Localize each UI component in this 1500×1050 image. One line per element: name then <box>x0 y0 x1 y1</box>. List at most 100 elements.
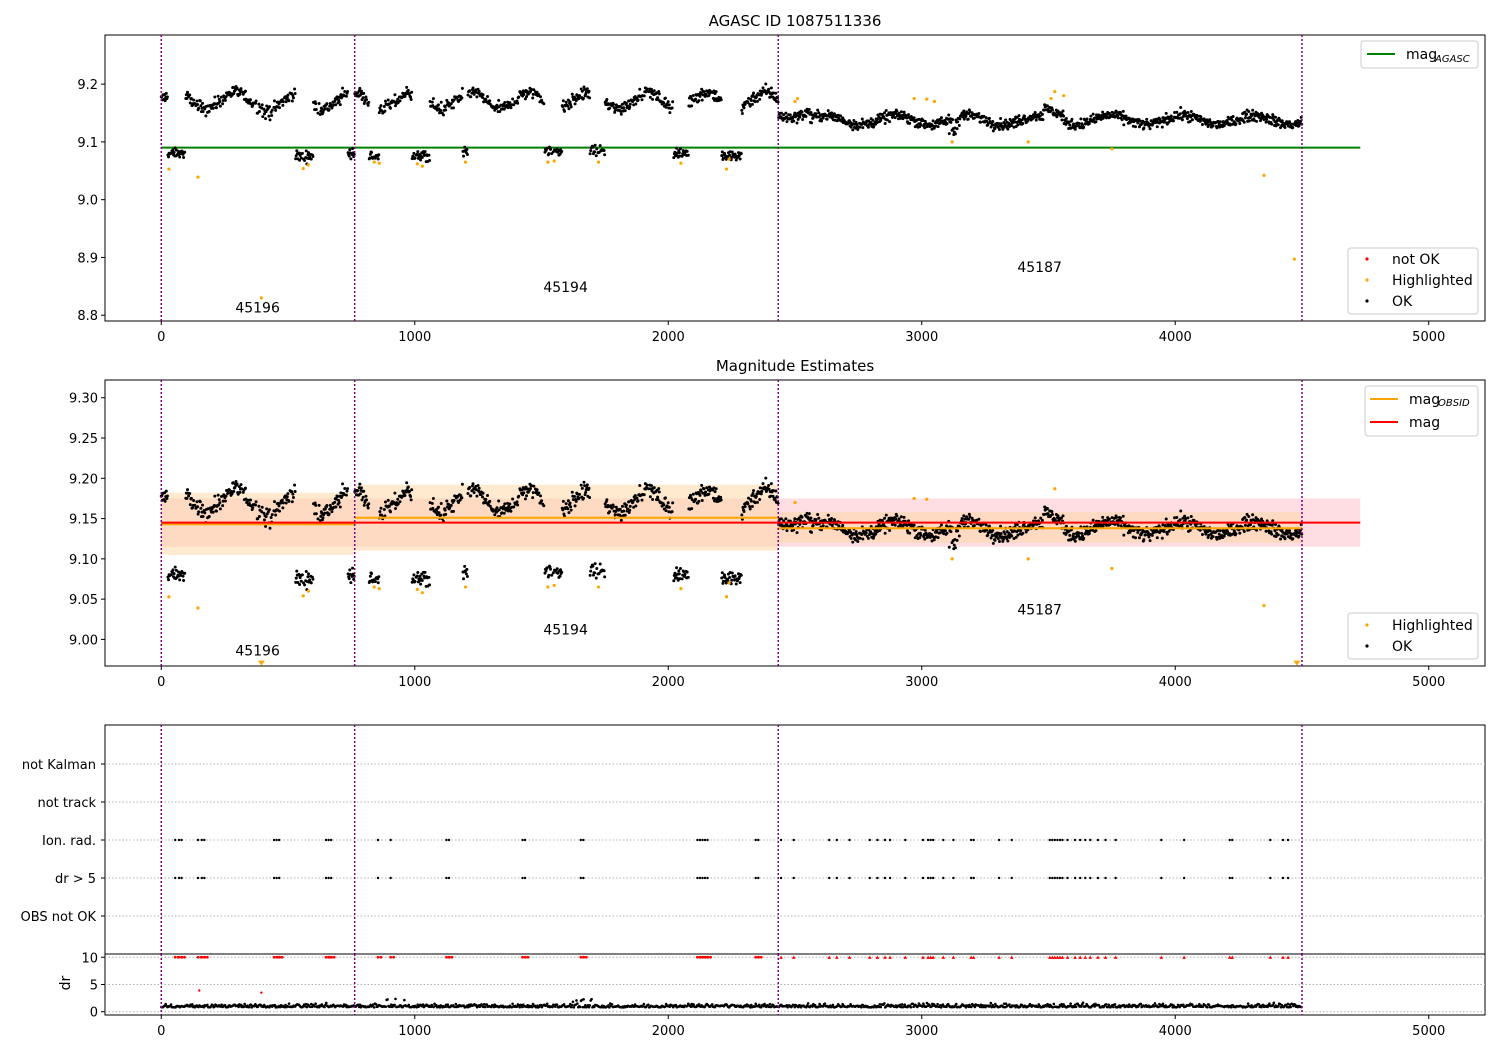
ok-point <box>189 496 193 500</box>
ok-point <box>1107 111 1111 115</box>
ok-point <box>861 126 865 130</box>
highlighted-point <box>552 583 556 588</box>
ok-point <box>512 505 516 509</box>
flag-point <box>447 876 451 880</box>
ok-point <box>742 106 746 110</box>
ok-point <box>201 503 205 507</box>
obsid-label: 45187 <box>1017 260 1062 276</box>
category-label: OBS not OK <box>21 910 97 925</box>
highlighted-point <box>912 496 916 501</box>
ok-point <box>1242 530 1246 534</box>
ok-point <box>362 91 366 95</box>
ok-point <box>923 126 927 130</box>
ok-point <box>173 146 177 150</box>
ok-point <box>1121 114 1125 118</box>
ok-point <box>949 530 953 534</box>
ok-point <box>704 490 708 494</box>
ok-point <box>649 87 653 91</box>
ok-point <box>323 107 327 111</box>
ok-point <box>516 503 520 507</box>
ok-point <box>340 494 344 498</box>
dr-point <box>647 1003 650 1007</box>
flag-point <box>931 838 935 842</box>
ok-point <box>325 504 329 508</box>
ok-point <box>260 103 264 107</box>
ok-point <box>231 85 235 89</box>
ok-point <box>1198 119 1202 123</box>
ok-point <box>1034 118 1038 122</box>
ok-point <box>657 487 661 491</box>
ok-point <box>361 96 365 100</box>
ok-point <box>779 111 783 115</box>
ok-point <box>254 500 258 504</box>
highlighted-point <box>1292 257 1296 261</box>
ok-point <box>691 94 695 98</box>
flag-point <box>828 838 831 842</box>
ok-point <box>1155 536 1159 540</box>
flag-point <box>1073 838 1077 842</box>
ok-point <box>405 481 409 485</box>
ok-point <box>603 153 607 157</box>
ok-point <box>477 486 481 490</box>
ok-point <box>185 90 189 94</box>
ok-point <box>945 531 949 535</box>
flag-point <box>969 876 973 880</box>
ok-point <box>997 540 1001 544</box>
ok-point <box>376 581 380 585</box>
ok-point <box>163 99 167 103</box>
ok-point <box>284 501 288 505</box>
flag-point <box>327 876 330 880</box>
ok-point <box>703 94 707 98</box>
flag-point <box>888 838 892 842</box>
ok-point <box>189 96 193 100</box>
flag-point <box>904 876 907 880</box>
ok-point <box>437 511 441 515</box>
ok-point <box>816 108 820 112</box>
ok-point <box>545 146 549 150</box>
ok-point <box>346 487 350 491</box>
ok-point <box>307 572 311 576</box>
ok-point <box>752 91 756 95</box>
flag-point <box>1114 876 1117 880</box>
ok-point <box>999 122 1003 126</box>
ok-point <box>809 111 813 115</box>
ok-point <box>567 511 571 515</box>
ok-point <box>290 500 294 504</box>
legend-label-obsid-subscript: OBSID <box>1438 398 1470 409</box>
ok-point <box>413 156 417 160</box>
ok-point <box>991 528 995 532</box>
ok-point <box>587 89 591 93</box>
highlighted-point <box>793 500 797 505</box>
flag-point <box>997 876 1001 880</box>
ok-point <box>666 501 670 505</box>
ok-point <box>879 116 883 120</box>
dr-point <box>324 1001 328 1005</box>
ok-point <box>298 582 302 586</box>
ok-point <box>192 499 196 503</box>
flag-point <box>1269 876 1272 880</box>
ok-point <box>752 489 756 493</box>
ok-point <box>936 125 940 129</box>
flag-point <box>1096 838 1100 842</box>
ok-point <box>957 124 961 128</box>
ok-point <box>547 573 551 577</box>
ok-point <box>792 119 796 123</box>
dr-point <box>384 1005 388 1009</box>
ok-point <box>569 508 573 512</box>
ok-point <box>953 132 957 136</box>
ok-point <box>1050 510 1054 514</box>
ok-point <box>291 495 295 499</box>
ok-point <box>574 99 578 103</box>
ok-point <box>430 100 434 104</box>
ok-point <box>293 483 297 487</box>
ok-point <box>1033 516 1037 520</box>
ok-point <box>257 515 261 519</box>
legend-marker-highlighted <box>1365 278 1369 282</box>
flag-point <box>174 876 177 880</box>
ok-point <box>221 102 225 106</box>
flag-point <box>1231 876 1234 880</box>
ok-point <box>743 505 747 509</box>
x-tick-label: 5000 <box>1412 1024 1445 1039</box>
ok-point <box>503 100 507 104</box>
ok-point <box>239 483 243 487</box>
